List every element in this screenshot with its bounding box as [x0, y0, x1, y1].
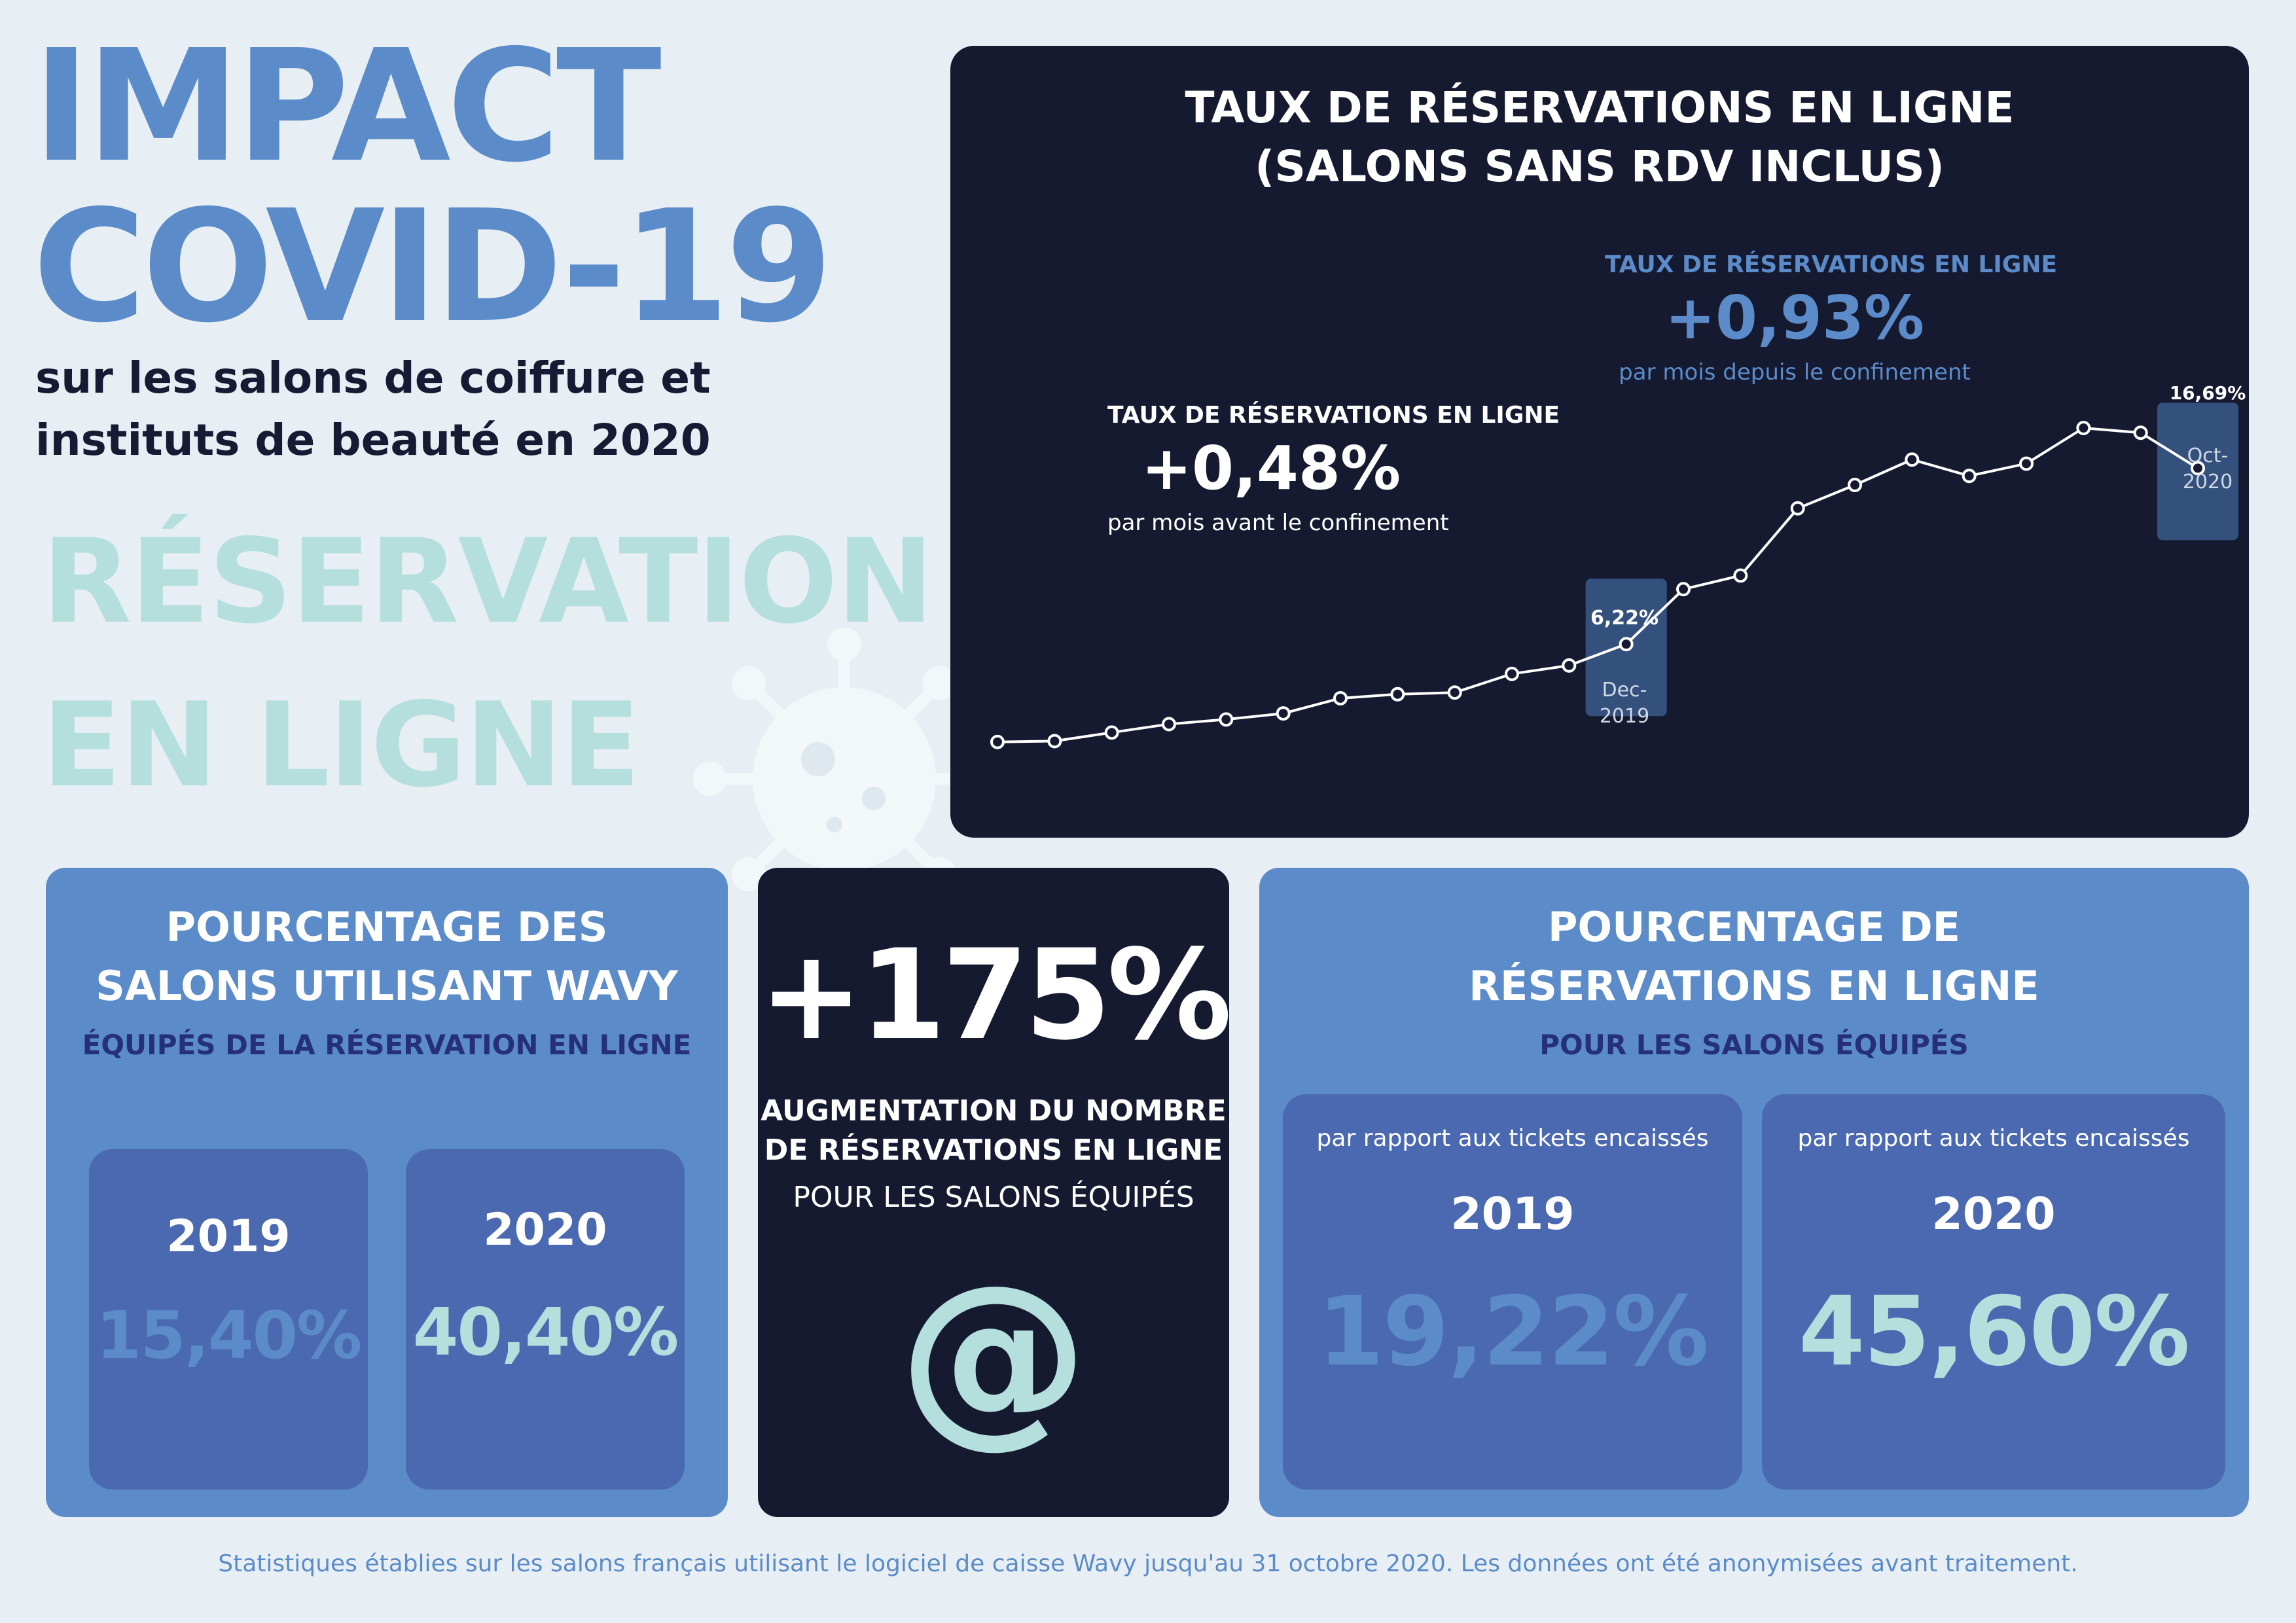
data-point [1162, 717, 1176, 732]
main-title-line1: IMPACT [33, 16, 662, 196]
card-2019: par rapport aux tickets encaissés 2019 1… [1283, 1094, 1742, 1489]
panel-right-subtitle: POUR LES SALONS ÉQUIPÉS [1539, 1029, 1969, 1061]
card-value: 19,22% [1317, 1276, 1709, 1387]
annotation-after-value: +0,93% [1664, 283, 1925, 353]
annotation-before-value: +0,48% [1141, 433, 1401, 503]
panel-left-title-line2: SALONS UTILISANT WAVY [96, 962, 678, 1010]
increase-text-line2: DE RÉSERVATIONS EN LIGNE [764, 1133, 1223, 1167]
section-title-line2: EN LIGNE [42, 677, 641, 813]
data-point [1333, 690, 1348, 705]
data-point [1676, 582, 1691, 597]
subtitle-line1: sur les salons de coiffure et [35, 353, 711, 403]
panel-right-title-line1: POURCENTAGE DE [1547, 903, 1961, 951]
at-icon: @ [899, 1245, 1088, 1465]
chart-title-line1: TAUX DE RÉSERVATIONS EN LIGNE [1185, 82, 2015, 133]
annotation-after-note: par mois depuis le confinement [1619, 359, 1971, 385]
card-2020: par rapport aux tickets encaissés 2020 4… [1762, 1094, 2225, 1489]
data-point [1733, 568, 1748, 583]
data-point [2076, 421, 2091, 435]
card-2020: 2020 40,40% [406, 1149, 685, 1489]
panel-left-title-line1: POURCENTAGE DES [166, 903, 608, 951]
data-point [1390, 687, 1405, 702]
data-point [1562, 658, 1577, 673]
data-point [1447, 685, 1462, 700]
data-point [1962, 469, 1977, 484]
data-point [990, 734, 1005, 749]
panel-increase: +175% AUGMENTATION DU NOMBRE DE RÉSERVAT… [758, 868, 1232, 1517]
panel-online-booking-share: POURCENTAGE DE RÉSERVATIONS EN LIGNE POU… [1259, 868, 2249, 1517]
data-point [1276, 706, 1291, 721]
marker-oct-value: 16,69% [2169, 382, 2246, 404]
marker-dec-year: 2019 [1599, 705, 1650, 728]
marker-oct-year: 2020 [2182, 471, 2233, 493]
panel-salons-using-wavy: POURCENTAGE DES SALONS UTILISANT WAVY ÉQ… [46, 868, 728, 1517]
card-year: 2020 [483, 1204, 607, 1256]
panel-right-title-line2: RÉSERVATIONS EN LIGNE [1469, 962, 2039, 1010]
increase-value: +175% [759, 923, 1232, 1067]
annotation-before-note: par mois avant le confinement [1107, 510, 1449, 536]
card-2019: 2019 15,40% [89, 1149, 368, 1489]
card-value: 40,40% [412, 1294, 679, 1370]
section-title-line1: RÉSERVATION [42, 514, 934, 649]
annotation-before-heading: TAUX DE RÉSERVATIONS EN LIGNE [1107, 402, 1560, 429]
data-point [1104, 725, 1119, 740]
data-point [1905, 452, 1920, 467]
data-point [1505, 666, 1519, 681]
panel-left-subtitle: ÉQUIPÉS DE LA RÉSERVATION EN LIGNE [82, 1029, 692, 1061]
card-value: 45,60% [1798, 1276, 2190, 1387]
data-point [1848, 478, 1862, 493]
marker-dec-value: 6,22% [1590, 607, 1659, 630]
card-note: par rapport aux tickets encaissés [1316, 1125, 1709, 1152]
increase-text-line1: AUGMENTATION DU NOMBRE [761, 1094, 1227, 1128]
data-point [1790, 501, 1805, 516]
increase-text-line3: POUR LES SALONS ÉQUIPÉS [793, 1181, 1194, 1214]
data-point [1619, 637, 1634, 652]
main-title-line2: COVID-19 [33, 177, 833, 357]
line-chart [990, 402, 2238, 749]
data-point [2019, 456, 2034, 471]
card-year: 2019 [166, 1211, 291, 1262]
data-point [2191, 461, 2205, 476]
marker-oct-month: Oct- [2187, 444, 2229, 467]
subtitle-line2: instituts de beauté en 2020 [35, 415, 711, 465]
series-line [997, 426, 2199, 743]
footnote: Statistiques établies sur les salons fra… [218, 1550, 2078, 1577]
card-note: par rapport aux tickets encaissés [1797, 1125, 2190, 1152]
card-value: 15,40% [96, 1297, 363, 1374]
card-year: 2020 [1931, 1188, 2056, 1240]
card-year: 2019 [1450, 1188, 1575, 1240]
data-point [1047, 734, 1062, 749]
annotation-after-heading: TAUX DE RÉSERVATIONS EN LIGNE [1605, 251, 2058, 278]
chart-panel: TAUX DE RÉSERVATIONS EN LIGNE (SALONS SA… [950, 46, 2249, 838]
chart-title-line2: (SALONS SANS RDV INCLUS) [1255, 141, 1945, 192]
data-point [1219, 712, 1234, 727]
marker-dec-month: Dec- [1602, 679, 1647, 702]
data-point [2133, 425, 2148, 440]
